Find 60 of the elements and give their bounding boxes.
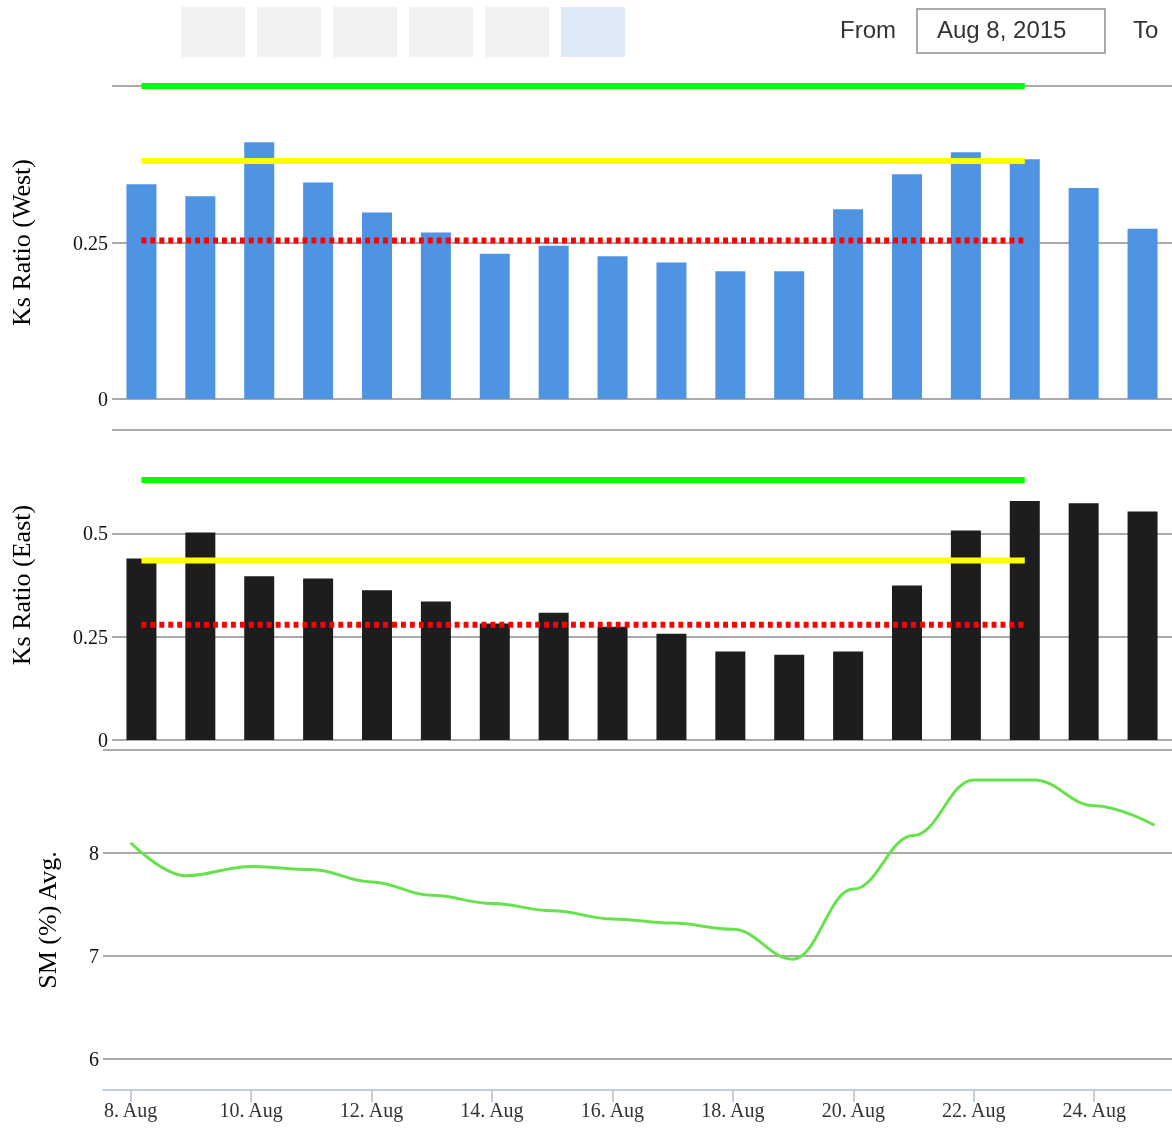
bar: [244, 576, 275, 740]
bar: [656, 633, 687, 740]
bar: [597, 256, 628, 399]
bar: [1009, 159, 1040, 399]
x-tick-label: 16. Aug: [580, 1099, 645, 1122]
bar: [185, 196, 216, 399]
x-tick-label: 22. Aug: [942, 1099, 1006, 1122]
bar: [950, 152, 981, 399]
x-tick-label: 24. Aug: [1062, 1099, 1126, 1122]
bar: [538, 245, 569, 399]
bar: [126, 558, 157, 740]
bar: [362, 212, 392, 399]
bar: [244, 142, 275, 399]
bar: [362, 590, 392, 740]
y-tick-label: 8: [89, 842, 99, 865]
bar: [1127, 228, 1158, 399]
y-axis-title: SM (%) Avg.: [32, 851, 62, 989]
bar: [774, 271, 805, 399]
bar: [303, 578, 334, 740]
bar: [597, 626, 628, 740]
x-tick-label: 12. Aug: [339, 1099, 404, 1122]
bar: [656, 262, 687, 399]
y-tick-label: 0: [98, 729, 108, 751]
bar: [303, 182, 334, 399]
y-tick-label: 0.5: [83, 522, 108, 545]
bar: [715, 651, 746, 740]
y-tick-label: 0.25: [73, 231, 108, 254]
y-axis-title: Ks Ratio (East): [6, 504, 36, 666]
bar: [420, 601, 451, 740]
bar: [950, 530, 981, 740]
y-tick-label: 6: [89, 1048, 99, 1071]
x-tick-label: 20. Aug: [821, 1099, 885, 1122]
bar: [1068, 188, 1099, 399]
text: Aug 8, 2015: [937, 16, 1067, 44]
bar: [1127, 511, 1158, 740]
text: To: [1133, 16, 1159, 44]
bar: [479, 623, 510, 740]
text: From: [840, 16, 896, 44]
x-tick-label: 10. Aug: [219, 1099, 283, 1122]
bar: [126, 184, 157, 399]
y-tick-label: 0.25: [73, 625, 108, 648]
y-axis-title: Ks Ratio (West): [6, 159, 36, 326]
x-tick-label: 18. Aug: [701, 1099, 765, 1122]
bar: [892, 174, 922, 399]
bar: [420, 232, 451, 399]
y-tick-label: 7: [89, 945, 99, 968]
bar: [185, 532, 216, 740]
bar: [1068, 503, 1099, 740]
line-series: [129, 778, 1156, 961]
bar: [833, 651, 864, 740]
bar: [892, 585, 922, 740]
bar: [715, 271, 746, 399]
bar: [833, 209, 864, 399]
x-tick-label: 8. Aug: [103, 1099, 158, 1122]
bar: [538, 612, 569, 740]
bar: [479, 253, 510, 399]
y-tick-label: 0: [98, 388, 108, 410]
x-tick-label: 14. Aug: [460, 1099, 524, 1122]
bar: [1009, 501, 1040, 740]
bar: [774, 654, 805, 740]
